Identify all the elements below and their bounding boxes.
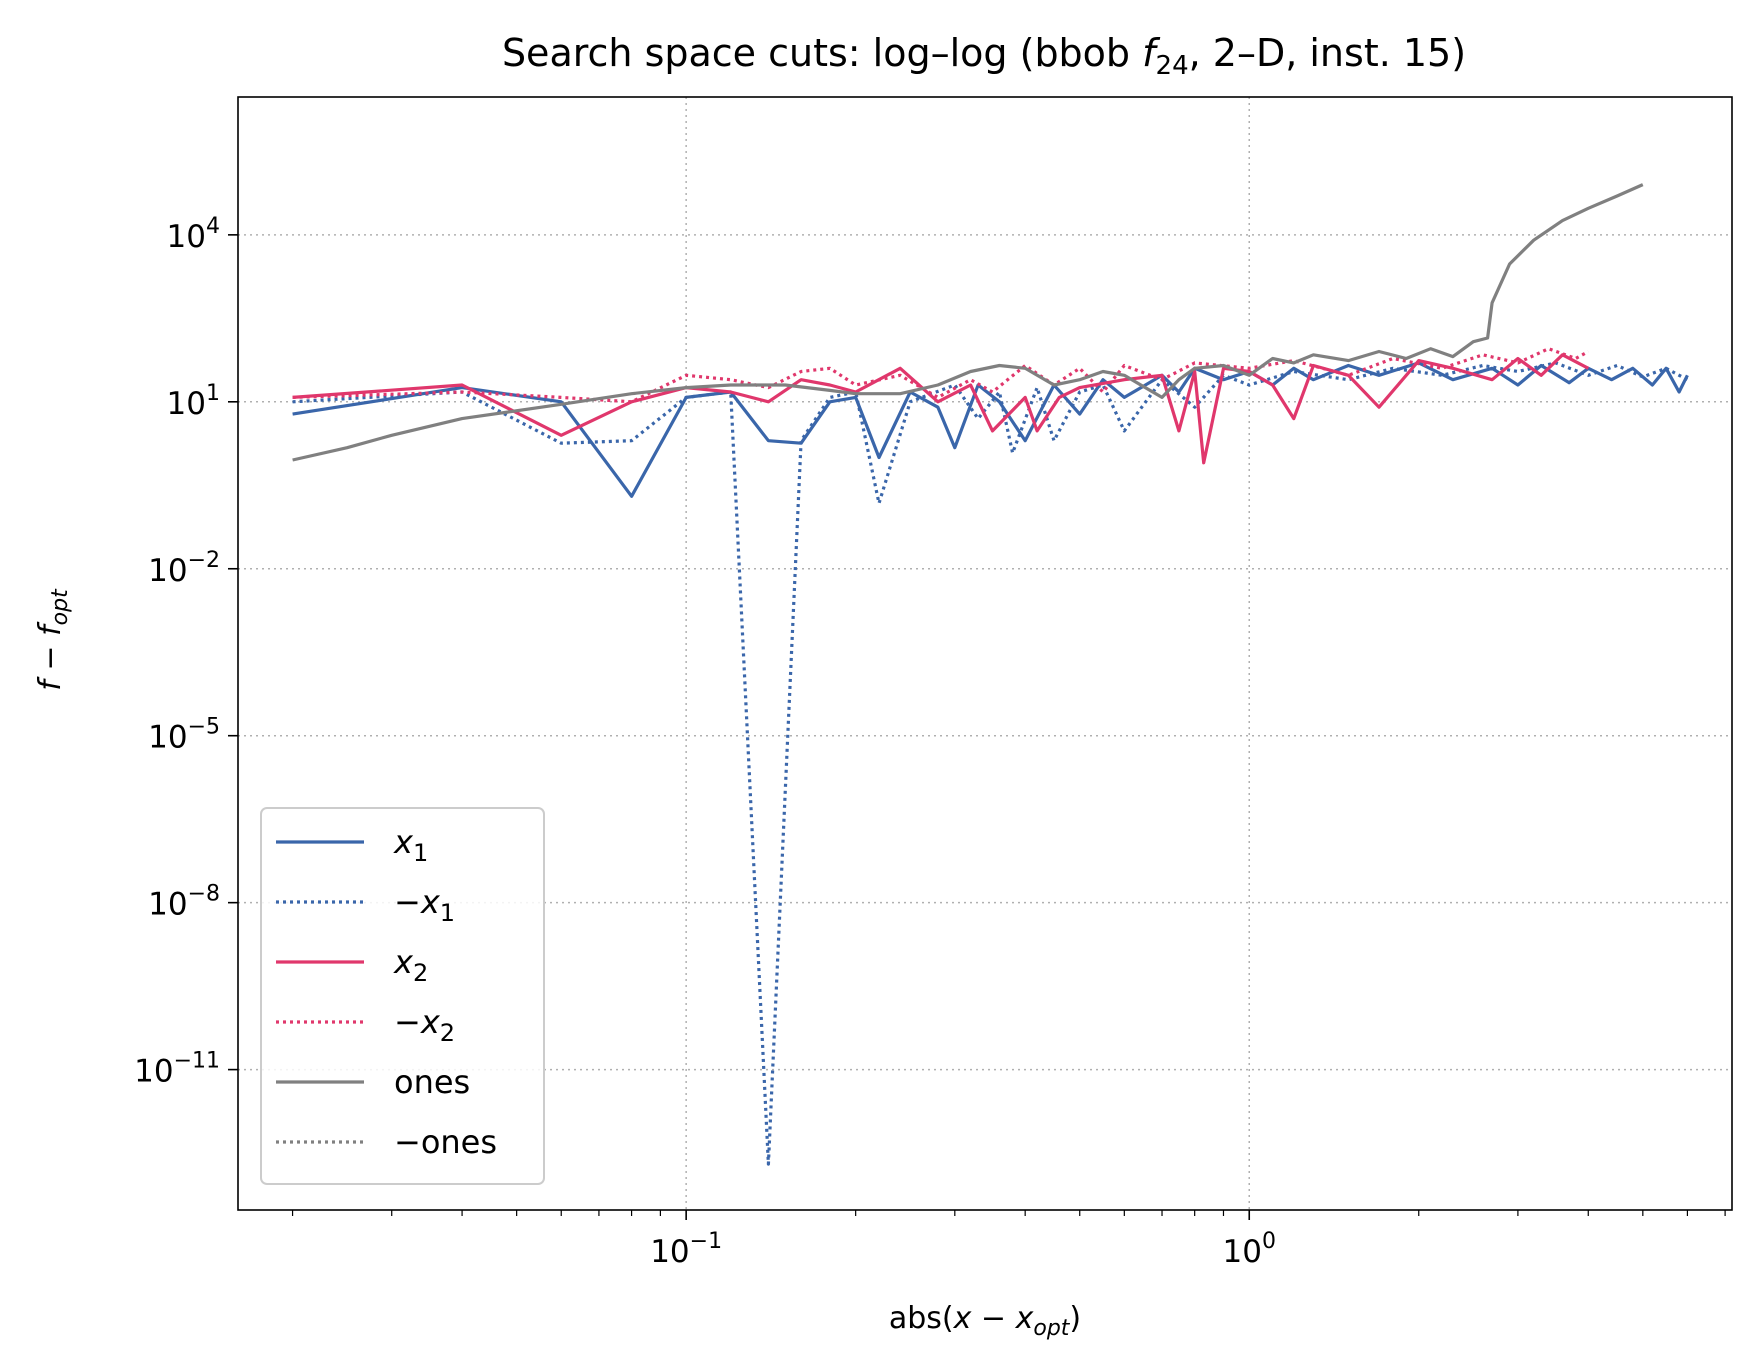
y-tick-label: 10−8 <box>148 882 220 923</box>
series-line-2 <box>292 353 1590 465</box>
plot-frame <box>237 96 1733 1211</box>
legend-label: −x1 <box>394 883 455 927</box>
y-tick-label: 10−2 <box>148 548 220 589</box>
y-tick-label: 101 <box>167 381 220 422</box>
y-tick-label: 10−11 <box>134 1049 220 1090</box>
legend-label: x1 <box>393 823 428 867</box>
legend-box <box>260 807 545 1185</box>
x-tick-label: 10−1 <box>650 1229 722 1270</box>
series-line-1 <box>292 361 1689 1166</box>
legend-label: x2 <box>393 943 428 987</box>
legend-label: ones <box>394 1063 470 1101</box>
series-line-4 <box>292 183 1644 462</box>
axis-ticks: 10−1 100 104 101 10−2 10−5 10−8 10−11 <box>134 214 1726 1270</box>
y-tick-label: 10−5 <box>148 715 220 756</box>
legend-label: −ones <box>394 1123 497 1161</box>
legend-label: −x2 <box>394 1003 455 1047</box>
legend: x1 −x1 x2 −x2 ones −ones <box>260 807 545 1185</box>
series-lines <box>292 183 1689 1166</box>
y-tick-label: 104 <box>167 214 220 255</box>
x-axis-label: abs(x − xopt) <box>889 1301 1081 1341</box>
x-tick-label: 100 <box>1223 1229 1276 1270</box>
chart-title: Search space cuts: log–log (bbob f24, 2–… <box>502 31 1466 81</box>
